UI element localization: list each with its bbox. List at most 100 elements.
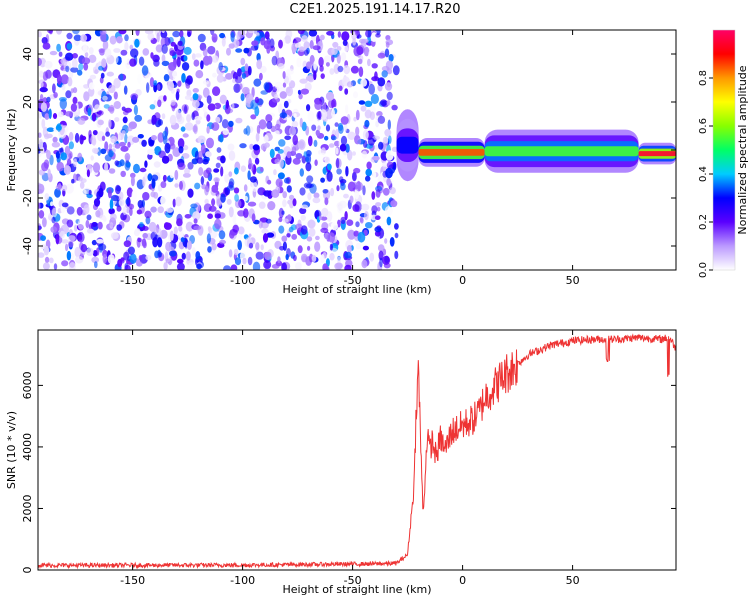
noise-blob (228, 249, 233, 258)
noise-blob (207, 55, 213, 65)
noise-blob (318, 215, 323, 221)
noise-blob (297, 245, 303, 254)
noise-blob (355, 221, 360, 228)
noise-blob (260, 167, 264, 172)
noise-blob (82, 44, 88, 53)
noise-blob (274, 158, 281, 165)
noise-blob (389, 237, 395, 247)
noise-blob (217, 200, 222, 206)
noise-blob (368, 49, 377, 60)
noise-blob (390, 200, 398, 208)
x-tick-label: -50 (344, 574, 362, 587)
noise-blob (245, 125, 251, 136)
noise-blob (154, 250, 160, 259)
noise-blob (225, 99, 229, 109)
noise-blob (90, 155, 94, 161)
noise-blob (240, 57, 246, 66)
noise-blob (48, 257, 54, 264)
noise-blob (358, 66, 364, 78)
noise-blob (207, 246, 212, 253)
noise-blob (187, 31, 191, 38)
noise-blob (116, 185, 122, 192)
noise-blob (256, 124, 261, 135)
noise-blob (74, 132, 80, 143)
noise-blob (125, 198, 129, 205)
noise-blob (320, 34, 325, 41)
noise-blob (335, 147, 339, 155)
noise-blob (72, 96, 78, 104)
noise-blob (237, 30, 246, 39)
noise-blob (349, 195, 354, 204)
noise-blob (313, 139, 318, 147)
noise-blob (342, 39, 348, 47)
noise-blob (47, 168, 51, 178)
noise-blob (376, 206, 381, 212)
noise-blob (87, 107, 92, 117)
noise-blob (230, 31, 235, 43)
noise-blob (88, 189, 92, 196)
noise-blob (309, 54, 315, 65)
noise-blob (56, 30, 62, 35)
noise-blob (274, 130, 280, 137)
noise-blob (58, 148, 64, 153)
noise-blob (372, 155, 380, 161)
noise-blob (278, 39, 283, 49)
colorbar: 0.0 0.2 0.4 0.6 0.8 Normalized spectral ampl… (698, 29, 749, 278)
x-tick-label: -50 (344, 274, 362, 287)
noise-blob (339, 143, 347, 152)
noise-blob (108, 168, 116, 174)
noise-blob (94, 69, 99, 75)
noise-blob (237, 240, 242, 251)
noise-blob (80, 244, 88, 253)
noise-blob (142, 176, 146, 187)
noise-blob (371, 191, 376, 200)
noise-blob (118, 141, 126, 147)
noise-blob (365, 175, 371, 182)
noise-blob (249, 143, 254, 150)
noise-blob (169, 230, 174, 241)
noise-blob (346, 81, 354, 88)
noise-blob (271, 264, 280, 269)
noise-blob (355, 126, 360, 136)
noise-blob (297, 30, 305, 35)
noise-blob (134, 38, 140, 48)
noise-blob (55, 184, 63, 191)
noise-blob (79, 181, 85, 189)
noise-blob (129, 207, 133, 216)
noise-blob (78, 63, 84, 71)
noise-blob (286, 68, 294, 75)
noise-blob (169, 250, 177, 257)
noise-blob (68, 262, 76, 270)
noise-blob (224, 239, 233, 248)
noise-blob (244, 63, 249, 72)
noise-blob (247, 65, 252, 76)
noise-blob (126, 207, 130, 214)
noise-blob (384, 255, 390, 264)
noise-blob (200, 60, 204, 70)
colorbar-frame (712, 29, 736, 271)
noise-blob (228, 120, 234, 128)
noise-blob (205, 151, 212, 158)
noise-blob (38, 57, 42, 67)
noise-blob (226, 185, 235, 191)
noise-blob (354, 181, 364, 192)
noise-blob (383, 262, 391, 269)
noise-blob (248, 242, 254, 249)
colorbar-gradient (713, 30, 735, 270)
noise-blob (187, 162, 194, 170)
noise-blob (122, 206, 127, 216)
noise-blob (179, 180, 183, 190)
noise-blob (56, 43, 61, 52)
noise-blob (130, 48, 139, 58)
noise-blob (38, 152, 42, 158)
noise-blob (346, 245, 353, 253)
noise-blob (163, 95, 167, 102)
noise-blob (165, 258, 171, 264)
noise-blob (384, 48, 390, 58)
noise-blob (365, 30, 372, 38)
noise-blob (131, 190, 138, 201)
noise-blob (157, 119, 163, 126)
noise-blob (138, 56, 145, 66)
noise-blob (282, 199, 287, 208)
noise-blob (262, 233, 269, 243)
